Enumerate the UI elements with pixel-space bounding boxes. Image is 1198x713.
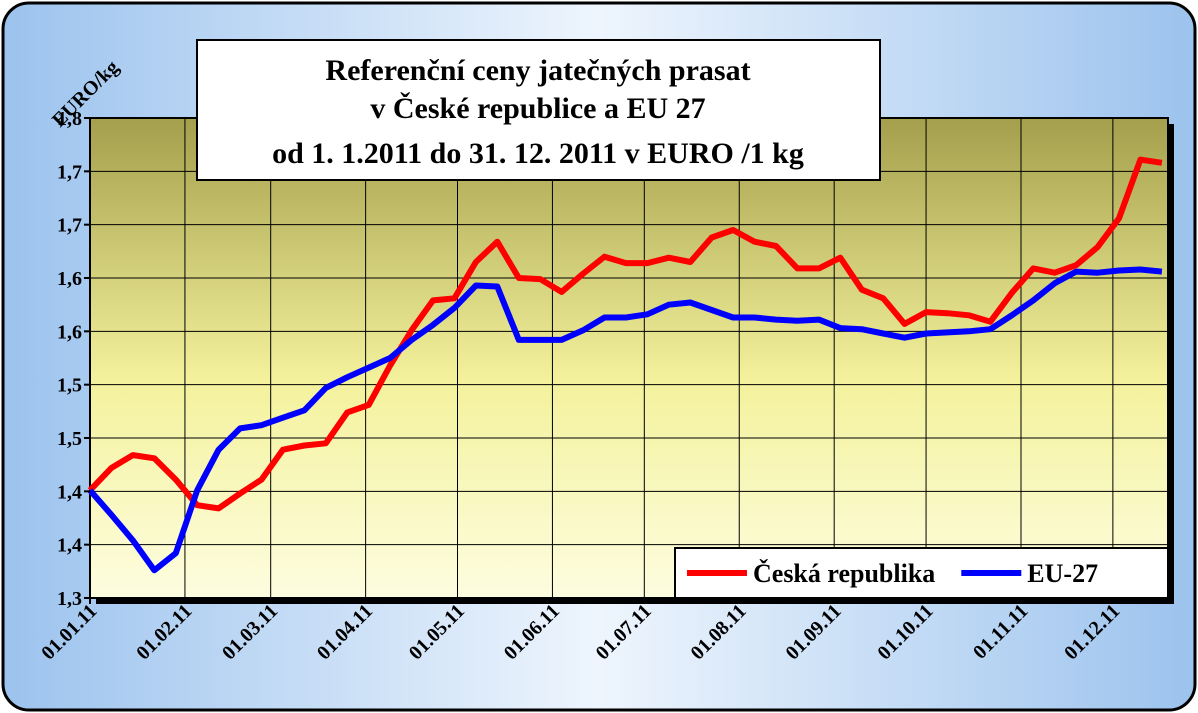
plot-area	[89, 117, 1169, 599]
y-tick-label: 1,6	[57, 321, 82, 343]
y-tick-label: 1,3	[57, 588, 82, 610]
y-tick-label: 1,4	[57, 481, 82, 503]
legend	[674, 547, 1169, 599]
y-tick-label: 1,5	[57, 428, 82, 450]
y-tick-label: 1,8	[57, 108, 82, 130]
y-tick-label: 1,6	[57, 268, 82, 290]
legend-label: Česká republika	[753, 559, 935, 588]
y-tick-label: 1,7	[57, 215, 82, 237]
chart-title: od 1. 1.2011 do 31. 12. 2011 v EURO /1 k…	[272, 137, 804, 170]
y-tick-label: 1,7	[57, 161, 82, 183]
chart-title: v České republice a EU 27	[370, 92, 705, 125]
y-tick-label: 1,4	[57, 535, 82, 557]
y-tick-label: 1,5	[57, 375, 82, 397]
data-line	[87, 266, 1163, 574]
title-box	[196, 39, 881, 181]
legend-label: EU-27	[1027, 559, 1098, 588]
chart-title: Referenční ceny jatečných prasat	[325, 54, 750, 87]
data-line	[87, 156, 1163, 512]
